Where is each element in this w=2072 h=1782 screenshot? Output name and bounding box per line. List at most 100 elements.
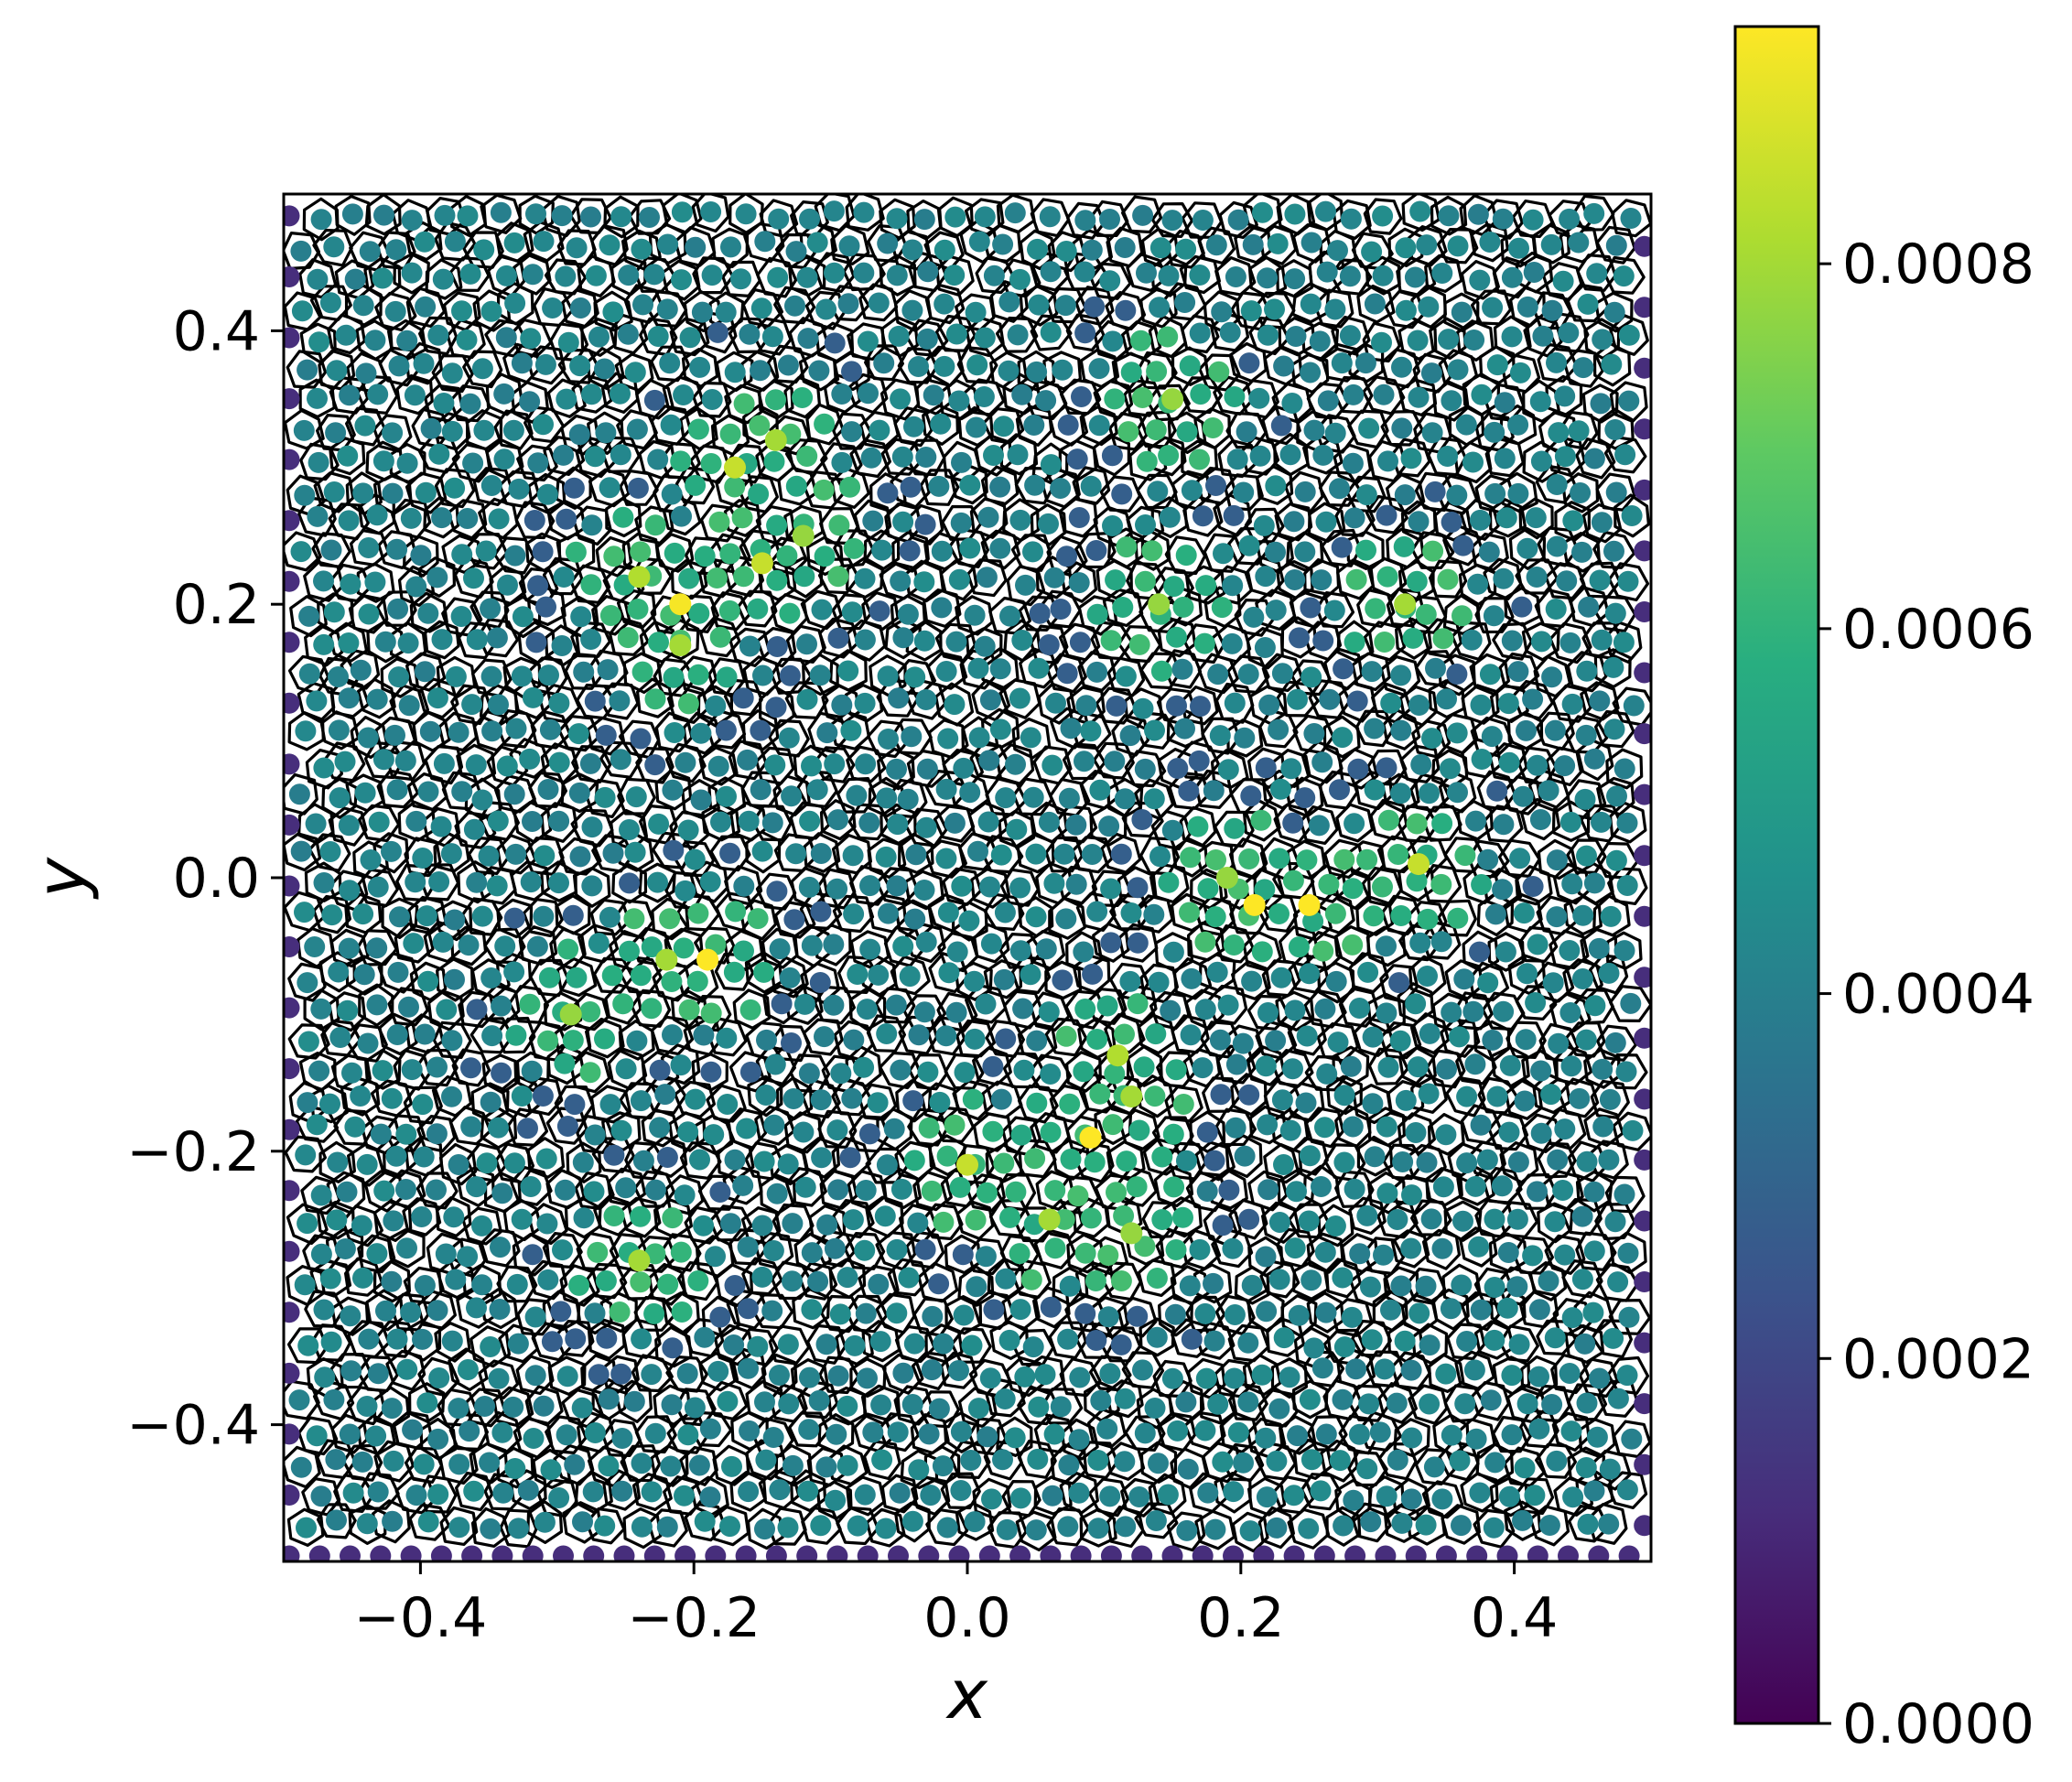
voronoi-cell xyxy=(819,1170,858,1210)
data-point xyxy=(1616,1479,1638,1501)
voronoi-cell xyxy=(639,317,678,356)
data-point xyxy=(1546,906,1568,928)
data-point xyxy=(1194,931,1216,953)
data-point xyxy=(1085,1330,1107,1351)
data-point xyxy=(1058,787,1080,809)
voronoi-cell xyxy=(1276,259,1313,298)
voronoi-cell xyxy=(766,344,809,384)
data-point xyxy=(1327,1031,1349,1053)
data-point xyxy=(417,970,439,992)
data-point xyxy=(534,845,556,867)
data-point xyxy=(1569,1087,1591,1109)
voronoi-cell xyxy=(609,930,651,972)
data-point xyxy=(721,1455,742,1477)
data-point xyxy=(657,233,679,255)
data-point xyxy=(1400,1488,1422,1510)
data-point xyxy=(1240,300,1262,322)
data-point xyxy=(1416,1151,1438,1173)
voronoi-cell xyxy=(732,988,772,1030)
data-point xyxy=(796,446,818,467)
data-point xyxy=(1486,354,1508,376)
data-point xyxy=(685,1088,707,1110)
data-point xyxy=(1391,417,1413,439)
data-point xyxy=(1194,1420,1216,1442)
data-point xyxy=(1343,1489,1365,1511)
data-point xyxy=(1315,1423,1337,1445)
data-point xyxy=(1268,1269,1290,1291)
data-point xyxy=(966,1276,987,1298)
data-point xyxy=(693,1215,715,1237)
data-point xyxy=(964,1028,986,1050)
data-point-highlight xyxy=(764,428,787,451)
data-point xyxy=(535,1148,557,1170)
data-point xyxy=(1589,1367,1610,1389)
data-point xyxy=(368,811,390,833)
voronoi-cell xyxy=(389,442,426,484)
data-point xyxy=(1286,1181,1307,1203)
data-point xyxy=(370,1545,392,1561)
data-point xyxy=(1376,1116,1398,1138)
voronoi-cell xyxy=(1203,533,1245,573)
data-point xyxy=(719,543,741,565)
voronoi-cell xyxy=(1561,472,1600,513)
data-point xyxy=(502,419,524,441)
data-point xyxy=(298,605,320,627)
data-point xyxy=(1236,421,1257,443)
voronoi-cell xyxy=(670,559,708,600)
data-point xyxy=(284,1118,300,1140)
data-point xyxy=(414,661,436,683)
x-axis-ticks: −0.4 −0.2 0.0 0.2 0.4 xyxy=(354,1561,1558,1650)
data-point xyxy=(886,1302,908,1324)
data-point xyxy=(1133,1056,1155,1078)
data-point xyxy=(565,1328,587,1350)
data-point xyxy=(1020,1269,1042,1291)
data-point xyxy=(857,1367,878,1389)
data-point xyxy=(719,423,741,445)
data-point xyxy=(1311,569,1333,591)
data-point xyxy=(1598,1149,1620,1171)
data-point xyxy=(1279,1366,1300,1388)
data-point xyxy=(1298,1210,1320,1232)
data-point xyxy=(1165,1239,1187,1260)
data-point xyxy=(921,1359,943,1381)
data-point xyxy=(928,1273,950,1295)
data-point xyxy=(1344,1545,1366,1561)
data-point xyxy=(769,938,791,960)
data-point xyxy=(1404,266,1426,288)
data-point xyxy=(1363,905,1385,927)
data-point xyxy=(1158,871,1180,893)
data-point xyxy=(663,666,685,688)
data-point xyxy=(886,265,908,286)
voronoi-cell xyxy=(1566,651,1608,693)
voronoi-cell xyxy=(287,962,327,1002)
voronoi-cell xyxy=(1430,195,1468,236)
data-point xyxy=(340,1360,362,1382)
data-point xyxy=(644,514,666,536)
voronoi-cell xyxy=(768,718,810,758)
data-point xyxy=(1438,205,1460,227)
data-point xyxy=(1106,1182,1127,1204)
data-point xyxy=(877,482,899,504)
voronoi-cell xyxy=(1429,317,1467,360)
data-point xyxy=(465,754,487,776)
data-point xyxy=(674,751,696,773)
data-point xyxy=(1452,1210,1473,1232)
data-point xyxy=(1369,1421,1391,1443)
data-point xyxy=(1616,875,1638,896)
voronoi-cell xyxy=(905,503,944,545)
voronoi-cell xyxy=(1593,648,1632,688)
data-point xyxy=(306,1425,328,1447)
data-point xyxy=(1559,811,1581,833)
data-point xyxy=(1530,1122,1552,1144)
data-point xyxy=(457,1246,479,1268)
data-point xyxy=(1070,1545,1092,1561)
voronoi-cell xyxy=(878,1412,921,1453)
data-point xyxy=(1575,1029,1597,1051)
data-point xyxy=(644,688,666,710)
voronoi-cell xyxy=(653,1198,693,1239)
data-point xyxy=(1476,1149,1498,1171)
data-point xyxy=(1279,1119,1301,1141)
voronoi-cell xyxy=(439,1506,479,1546)
voronoi-cell xyxy=(585,1017,625,1059)
voronoi-cell xyxy=(1061,1418,1099,1461)
